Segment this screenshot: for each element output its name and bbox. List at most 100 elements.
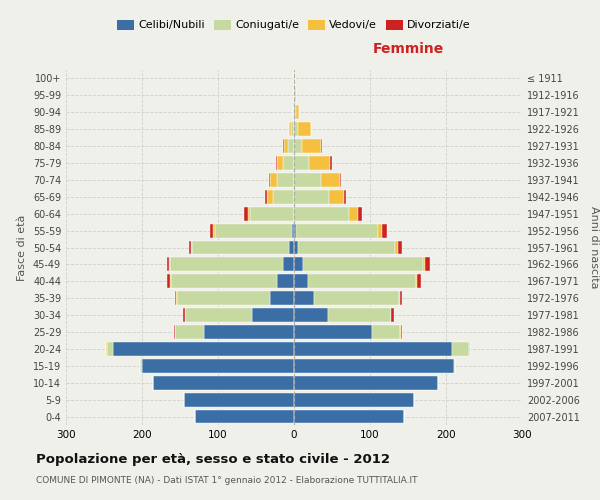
Bar (469, 342, 470, 356)
Bar (289, 240, 294, 254)
Bar (175, 292, 176, 305)
Bar (191, 240, 192, 254)
Bar (277, 173, 294, 187)
Bar (215, 224, 292, 237)
Bar (294, 376, 439, 390)
Bar (205, 325, 294, 339)
Bar (340, 173, 341, 187)
Bar (294, 106, 296, 119)
Legend: Celibi/Nubili, Coniugati/e, Vedovi/e, Divorziati/e: Celibi/Nubili, Coniugati/e, Vedovi/e, Di… (113, 15, 475, 35)
Bar (250, 207, 294, 220)
Bar (294, 224, 296, 237)
Bar (298, 122, 311, 136)
Bar (177, 292, 269, 305)
Bar (184, 392, 294, 406)
Bar (292, 224, 294, 237)
Bar (400, 292, 402, 305)
Bar (344, 190, 346, 203)
Bar (169, 258, 170, 272)
Bar (399, 292, 400, 305)
Bar (293, 106, 294, 119)
Bar (176, 292, 177, 305)
Bar (314, 292, 399, 305)
Bar (294, 325, 371, 339)
Bar (349, 207, 358, 220)
Bar (417, 274, 421, 288)
Bar (170, 258, 283, 272)
Bar (167, 274, 170, 288)
Bar (395, 240, 398, 254)
Bar (171, 274, 277, 288)
Bar (294, 292, 314, 305)
Bar (294, 258, 303, 272)
Bar (416, 274, 417, 288)
Bar (273, 190, 294, 203)
Bar (142, 359, 294, 373)
Bar (174, 325, 175, 339)
Bar (283, 156, 294, 170)
Bar (154, 376, 294, 390)
Bar (331, 156, 332, 170)
Bar (265, 190, 266, 203)
Bar (107, 342, 113, 356)
Bar (294, 139, 302, 153)
Bar (167, 258, 169, 272)
Bar (320, 173, 340, 187)
Bar (320, 139, 322, 153)
Bar (398, 240, 402, 254)
Bar (401, 325, 402, 339)
Bar (170, 274, 171, 288)
Bar (294, 207, 349, 220)
Bar (289, 122, 291, 136)
Bar (106, 342, 107, 356)
Bar (252, 308, 294, 322)
Bar (294, 72, 295, 86)
Y-axis label: Fasce di età: Fasce di età (17, 214, 27, 280)
Bar (309, 156, 331, 170)
Bar (294, 410, 404, 424)
Text: Popolazione per età, sesso e stato civile - 2012: Popolazione per età, sesso e stato civil… (36, 452, 390, 466)
Bar (382, 224, 387, 237)
Bar (294, 88, 295, 102)
Bar (113, 342, 294, 356)
Bar (296, 106, 299, 119)
Bar (298, 240, 395, 254)
Bar (294, 274, 308, 288)
Bar (209, 224, 214, 237)
Bar (185, 308, 252, 322)
Bar (266, 190, 273, 203)
Bar (294, 359, 454, 373)
Bar (358, 207, 362, 220)
Y-axis label: Anni di nascita: Anni di nascita (589, 206, 599, 289)
Bar (244, 207, 248, 220)
Bar (189, 240, 191, 254)
Bar (294, 156, 309, 170)
Bar (294, 392, 414, 406)
Bar (294, 240, 298, 254)
Bar (302, 139, 320, 153)
Bar (328, 308, 391, 322)
Bar (214, 224, 215, 237)
Bar (371, 325, 400, 339)
Bar (294, 173, 320, 187)
Bar (269, 173, 277, 187)
Bar (400, 325, 401, 339)
Bar (277, 274, 294, 288)
Bar (283, 258, 294, 272)
Bar (425, 258, 430, 272)
Bar (192, 240, 289, 254)
Bar (391, 308, 394, 322)
Bar (423, 258, 425, 272)
Bar (195, 410, 294, 424)
Bar (277, 156, 283, 170)
Bar (175, 325, 205, 339)
Bar (288, 139, 294, 153)
Bar (140, 359, 142, 373)
Text: Femmine: Femmine (373, 42, 443, 56)
Bar (283, 139, 284, 153)
Bar (452, 342, 469, 356)
Bar (276, 156, 277, 170)
Bar (379, 224, 382, 237)
Bar (183, 308, 185, 322)
Bar (294, 122, 298, 136)
